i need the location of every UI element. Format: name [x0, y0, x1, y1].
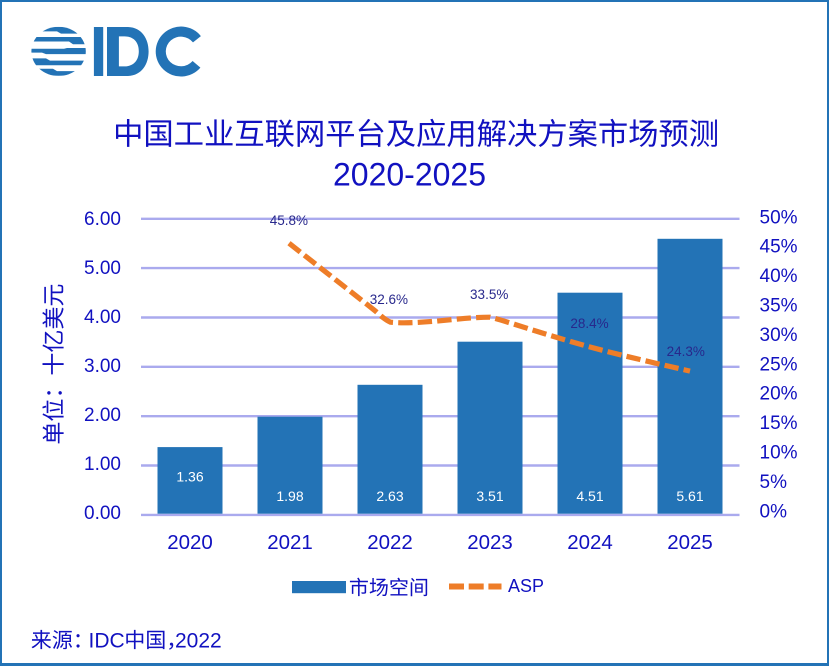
svg-text:6.00: 6.00: [84, 209, 121, 230]
svg-text:2020: 2020: [167, 531, 213, 554]
svg-text:28.4%: 28.4%: [570, 316, 608, 331]
svg-text:2024: 2024: [567, 531, 613, 554]
svg-text:1.36: 1.36: [176, 469, 203, 485]
svg-text:50%: 50%: [760, 207, 798, 228]
svg-text:2022: 2022: [367, 531, 413, 554]
svg-text:ASP: ASP: [508, 576, 544, 596]
svg-text:2.00: 2.00: [84, 405, 121, 426]
svg-text:20%: 20%: [760, 384, 798, 405]
svg-text:33.5%: 33.5%: [470, 287, 508, 302]
svg-text:40%: 40%: [760, 266, 798, 287]
svg-text:1.00: 1.00: [84, 454, 121, 475]
svg-text:45%: 45%: [760, 237, 798, 258]
svg-text:32.6%: 32.6%: [370, 292, 408, 307]
svg-text:35%: 35%: [760, 296, 798, 317]
svg-text:4.51: 4.51: [576, 488, 603, 504]
svg-text:0%: 0%: [760, 501, 788, 522]
svg-text:2022: 2022: [175, 630, 222, 653]
svg-text:30%: 30%: [760, 325, 798, 346]
svg-text:5.00: 5.00: [84, 258, 121, 279]
svg-text:4.00: 4.00: [84, 307, 121, 328]
svg-text:45.8%: 45.8%: [270, 213, 308, 228]
svg-text:25%: 25%: [760, 354, 798, 375]
svg-text:0.00: 0.00: [84, 503, 121, 524]
svg-text:2021: 2021: [267, 531, 313, 554]
svg-text:2020-2025: 2020-2025: [333, 156, 486, 192]
svg-text:2023: 2023: [467, 531, 513, 554]
svg-text:5%: 5%: [760, 472, 788, 493]
svg-text:2025: 2025: [667, 531, 713, 554]
svg-text:3.00: 3.00: [84, 356, 121, 377]
svg-text:1.98: 1.98: [276, 488, 303, 504]
svg-text:2.63: 2.63: [376, 488, 403, 504]
svg-text:5.61: 5.61: [676, 488, 703, 504]
svg-text:15%: 15%: [760, 413, 798, 434]
svg-text:24.3%: 24.3%: [667, 344, 705, 359]
svg-text:3.51: 3.51: [476, 488, 503, 504]
svg-text:10%: 10%: [760, 443, 798, 464]
svg-text:IDC: IDC: [89, 630, 125, 653]
